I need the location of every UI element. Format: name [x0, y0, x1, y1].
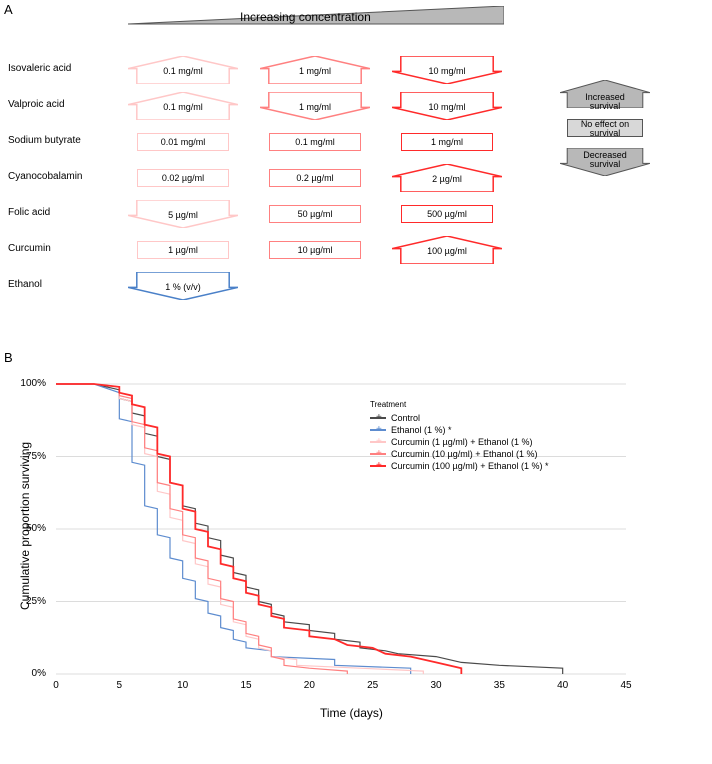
concentration-cell: 2 µg/ml: [392, 164, 502, 192]
svg-text:2 µg/ml: 2 µg/ml: [432, 174, 462, 184]
row-label: Valproic acid: [8, 99, 65, 110]
panel-b-label: B: [4, 350, 13, 365]
chart-legend: Treatment+Control+Ethanol (1 %) *+Curcum…: [370, 400, 549, 472]
concentration-cell: 0.1 mg/ml: [128, 56, 238, 84]
row-label: Sodium butyrate: [8, 135, 81, 146]
x-tick-label: 35: [489, 680, 509, 691]
x-tick-label: 0: [46, 680, 66, 691]
y-tick-label: 0%: [14, 668, 46, 679]
legend-row: +Curcumin (10 µg/ml) + Ethanol (1 %): [370, 448, 549, 459]
concentration-cell: 1 mg/ml: [260, 56, 370, 84]
x-tick-label: 25: [363, 680, 383, 691]
x-tick-label: 45: [616, 680, 636, 691]
concentration-cell: 50 µg/ml: [260, 200, 370, 228]
concentration-cell: 0.1 mg/ml: [128, 92, 238, 120]
y-tick-label: 100%: [14, 378, 46, 389]
row-label: Cyanocobalamin: [8, 171, 83, 182]
legend-item: No effect onsurvival: [560, 114, 650, 142]
legend-row: +Ethanol (1 %) *: [370, 424, 549, 435]
legend-row: +Curcumin (1 µg/ml) + Ethanol (1 %): [370, 436, 549, 447]
concentration-cell: 0.02 µg/ml: [128, 164, 238, 192]
x-tick-label: 30: [426, 680, 446, 691]
legend-text: Increasedsurvival: [560, 93, 650, 111]
svg-text:10 mg/ml: 10 mg/ml: [428, 102, 465, 112]
legend-item: Decreasedsurvival: [560, 148, 650, 176]
y-tick-label: 25%: [14, 596, 46, 607]
concentration-cell: 100 µg/ml: [392, 236, 502, 264]
row-label: Folic acid: [8, 207, 50, 218]
concentration-cell: 0.2 µg/ml: [260, 164, 370, 192]
concentration-cell: 1 mg/ml: [260, 92, 370, 120]
legend-item: Increasedsurvival: [560, 80, 650, 108]
legend-series-name: Control: [391, 413, 420, 423]
concentration-cell: 1 % (v/v): [128, 272, 238, 300]
row-label: Ethanol: [8, 279, 42, 290]
legend-series-name: Curcumin (10 µg/ml) + Ethanol (1 %): [391, 449, 538, 459]
y-tick-label: 50%: [14, 523, 46, 534]
concentration-cell: 10 µg/ml: [260, 236, 370, 264]
x-tick-label: 20: [299, 680, 319, 691]
legend-row: +Control: [370, 412, 549, 423]
concentration-header: Increasing concentration: [240, 10, 371, 24]
concentration-cell: 5 µg/ml: [128, 200, 238, 228]
legend-series-name: Curcumin (1 µg/ml) + Ethanol (1 %): [391, 437, 532, 447]
x-axis-label: Time (days): [320, 706, 383, 720]
legend-row: +Curcumin (100 µg/ml) + Ethanol (1 %) *: [370, 460, 549, 471]
figure: A Increasing concentration Isovaleric ac…: [0, 0, 712, 764]
svg-text:0.1 mg/ml: 0.1 mg/ml: [163, 102, 203, 112]
concentration-cell: 1 mg/ml: [392, 128, 502, 156]
concentration-cell: 0.01 mg/ml: [128, 128, 238, 156]
concentration-cell: 1 µg/ml: [128, 236, 238, 264]
concentration-cell: 10 mg/ml: [392, 92, 502, 120]
x-tick-label: 40: [553, 680, 573, 691]
x-tick-label: 15: [236, 680, 256, 691]
legend-text: No effect onsurvival: [560, 120, 650, 138]
panel-a-label: A: [4, 2, 13, 17]
legend-series-name: Ethanol (1 %) *: [391, 425, 452, 435]
x-tick-label: 5: [109, 680, 129, 691]
svg-text:0.1 mg/ml: 0.1 mg/ml: [163, 66, 203, 76]
svg-text:10 mg/ml: 10 mg/ml: [428, 66, 465, 76]
panel-b: B Cumulative proportion surviving 0%25%5…: [0, 350, 712, 764]
svg-text:1 mg/ml: 1 mg/ml: [299, 66, 331, 76]
row-label: Isovaleric acid: [8, 63, 71, 74]
concentration-cell: 0.1 mg/ml: [260, 128, 370, 156]
concentration-cell: 10 mg/ml: [392, 56, 502, 84]
svg-text:1 mg/ml: 1 mg/ml: [299, 102, 331, 112]
x-tick-label: 10: [173, 680, 193, 691]
svg-text:5 µg/ml: 5 µg/ml: [168, 210, 198, 220]
legend-series-name: Curcumin (100 µg/ml) + Ethanol (1 %) *: [391, 461, 549, 471]
y-tick-label: 75%: [14, 451, 46, 462]
legend-text: Decreasedsurvival: [560, 151, 650, 169]
panel-a: A Increasing concentration Isovaleric ac…: [0, 0, 712, 350]
svg-text:100 µg/ml: 100 µg/ml: [427, 246, 467, 256]
survival-chart: 0%25%50%75%100% 051015202530354045 Treat…: [50, 370, 640, 705]
concentration-cell: 500 µg/ml: [392, 200, 502, 228]
svg-text:1 % (v/v): 1 % (v/v): [165, 282, 201, 292]
row-label: Curcumin: [8, 243, 51, 254]
legend-title: Treatment: [370, 400, 549, 409]
